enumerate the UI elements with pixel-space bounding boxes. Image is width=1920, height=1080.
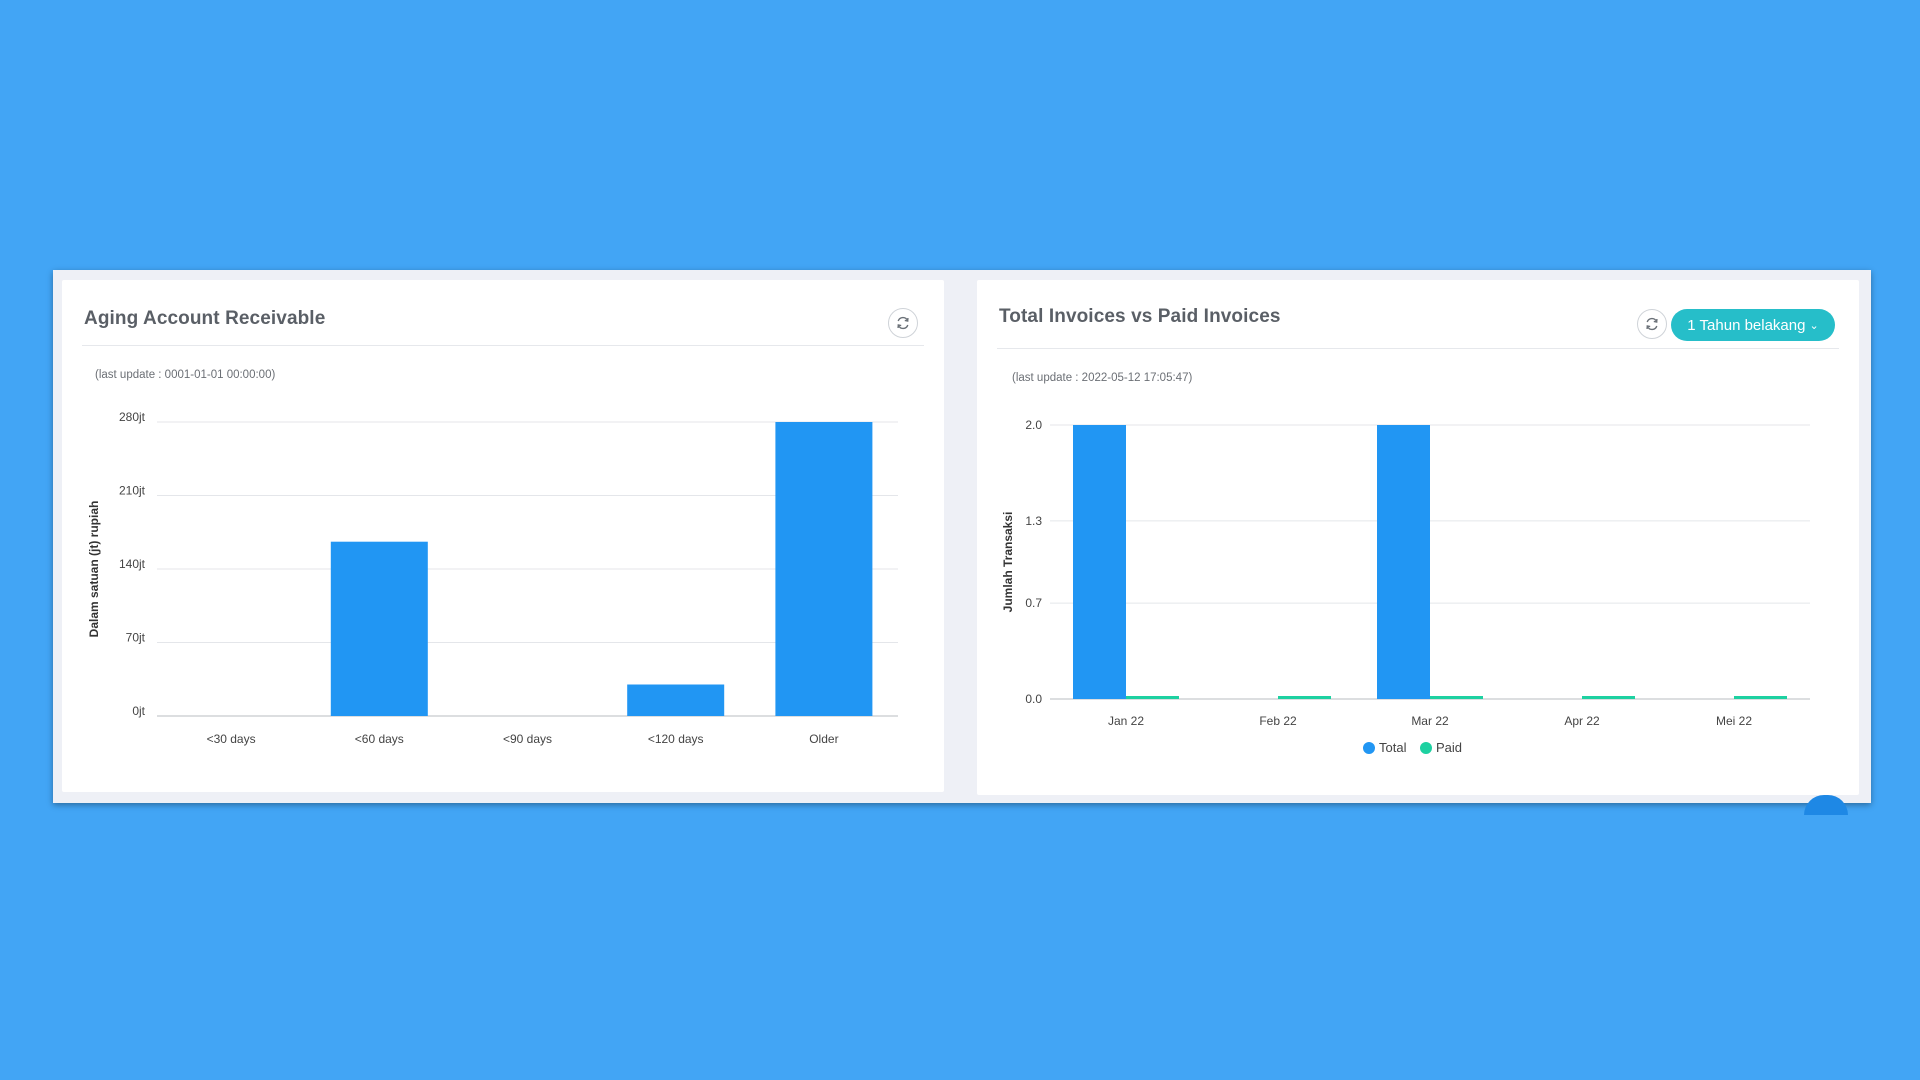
bar-total (1377, 425, 1430, 699)
y-tick-label: 210jt (119, 484, 146, 498)
refresh-icon (897, 316, 909, 330)
refresh-button[interactable] (1637, 309, 1667, 339)
y-tick-label: 280jt (119, 410, 146, 424)
legend-label: Total (1379, 740, 1407, 755)
chevron-down-icon: ⌄ (1809, 319, 1819, 332)
chart-legend: Total Paid (1363, 740, 1462, 755)
x-tick-label: Jan 22 (1108, 714, 1144, 728)
y-tick-label: 2.0 (1025, 418, 1042, 432)
y-tick-label: 1.3 (1025, 514, 1042, 528)
card-title: Total Invoices vs Paid Invoices (999, 306, 1281, 327)
card-divider (997, 348, 1839, 349)
y-axis-title: Dalam satuan (jt) rupiah (87, 501, 101, 638)
bar-total (1073, 425, 1126, 699)
bar-paid (1734, 696, 1787, 699)
floating-action-button[interactable] (1804, 795, 1848, 815)
bar-paid (1126, 696, 1179, 699)
refresh-button[interactable] (888, 308, 918, 338)
aging-receivable-card: Aging Account Receivable (last update : … (62, 280, 944, 792)
y-tick-label: 0.0 (1025, 692, 1042, 706)
x-tick-label: Apr 22 (1564, 714, 1600, 728)
range-dropdown-label: 1 Tahun belakang (1687, 316, 1806, 334)
x-tick-label: <90 days (503, 732, 552, 746)
invoices-bar-chart: 0.0 0.7 1.3 2.0 Jumlah Transaksi Jan 22 Feb 22… (1001, 418, 1810, 755)
x-tick-label: <120 days (648, 732, 704, 746)
x-tick-label: Older (809, 732, 838, 746)
x-tick-label: <30 days (207, 732, 256, 746)
y-tick-label: 70jt (126, 631, 146, 645)
dashboard-panel: Aging Account Receivable (last update : … (53, 270, 1871, 803)
card-title: Aging Account Receivable (84, 308, 326, 329)
x-tick-label: Mei 22 (1716, 714, 1752, 728)
refresh-icon (1646, 317, 1658, 331)
x-tick-label: Feb 22 (1259, 714, 1297, 728)
x-tick-label: Mar 22 (1411, 714, 1449, 728)
last-update-text: (last update : 0001-01-01 00:00:00) (95, 369, 276, 381)
bar (775, 422, 873, 716)
legend-label: Paid (1436, 740, 1462, 755)
bar-paid (1582, 696, 1635, 699)
y-tick-label: 0.7 (1025, 596, 1042, 610)
y-axis-title: Jumlah Transaksi (1001, 512, 1015, 613)
bar-paid (1278, 696, 1331, 699)
bar (627, 684, 725, 716)
x-tick-label: <60 days (355, 732, 404, 746)
y-tick-label: 0jt (132, 704, 145, 718)
invoices-card: Total Invoices vs Paid Invoices 1 Tahun … (977, 280, 1859, 795)
range-dropdown[interactable]: 1 Tahun belakang ⌄ (1671, 309, 1835, 341)
legend-marker (1363, 742, 1375, 754)
aging-bar-chart: 0jt 70jt 140jt 210jt 280jt Dalam satuan (jt) … (87, 410, 898, 746)
card-divider (82, 345, 924, 346)
bar (330, 541, 428, 716)
y-tick-label: 140jt (119, 557, 146, 571)
last-update-text: (last update : 2022-05-12 17:05:47) (1012, 372, 1193, 384)
legend-marker (1420, 742, 1432, 754)
bar-paid (1430, 696, 1483, 699)
